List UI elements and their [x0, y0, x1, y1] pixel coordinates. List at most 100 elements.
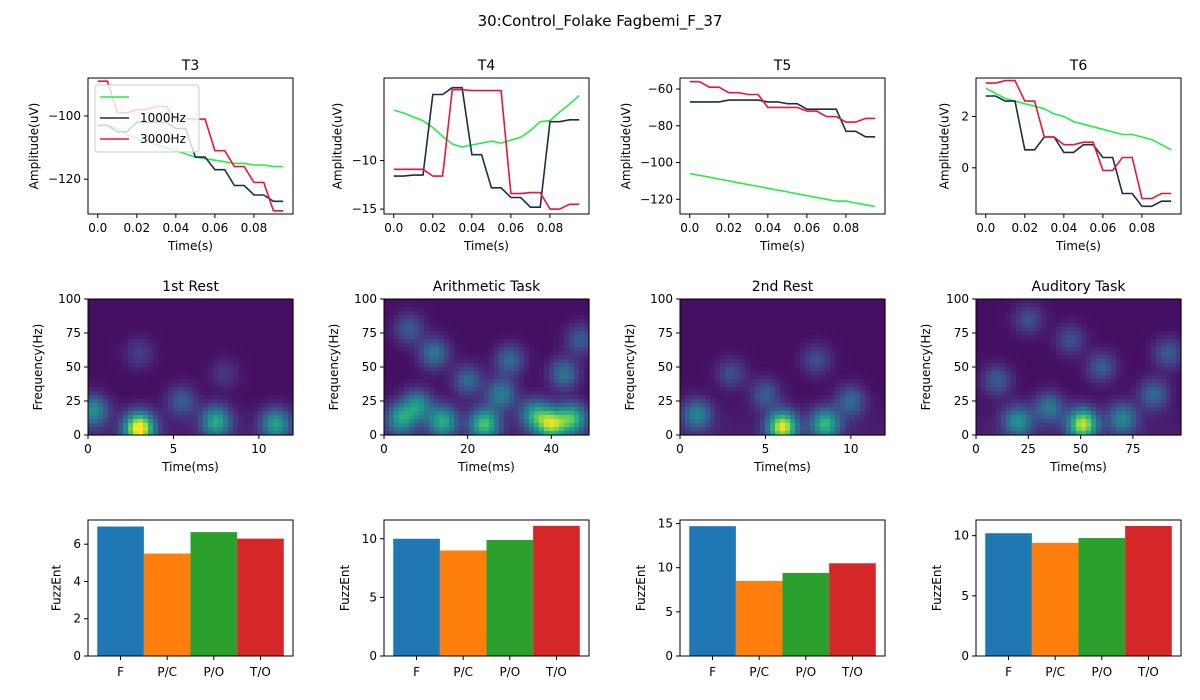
heatmap-cell [148, 331, 154, 336]
heatmap-cell [158, 303, 164, 308]
heatmap-cell [805, 403, 811, 408]
heatmap-cell [384, 319, 390, 324]
heatmap-cell [509, 323, 515, 328]
heatmap-cell [394, 383, 400, 388]
heatmap-cell [730, 371, 736, 376]
heatmap-cell [705, 399, 711, 404]
heatmap-cell [258, 351, 264, 356]
heatmap-cell [118, 407, 124, 412]
heatmap-cell [464, 383, 470, 388]
heatmap-cell [750, 303, 756, 308]
heatmap-cell [860, 319, 866, 324]
heatmap-cell [549, 403, 555, 408]
heatmap-cell [173, 311, 179, 316]
heatmap-cell [534, 395, 540, 400]
heatmap-cell [1071, 335, 1077, 340]
heatmap-cell [800, 319, 806, 324]
heatmap-cell [1066, 307, 1072, 312]
heatmap-cell [208, 315, 214, 320]
heatmap-cell [1076, 335, 1082, 340]
heatmap-cell [178, 363, 184, 368]
heatmap-cell [780, 347, 786, 352]
heatmap-cell [103, 423, 109, 428]
heatmap-cell [1016, 343, 1022, 348]
heatmap-cell [1126, 347, 1132, 352]
heatmap-cell [509, 379, 515, 384]
heatmap-cell [273, 415, 279, 420]
heatmap-cell [1176, 327, 1182, 332]
heatmap-cell [128, 371, 134, 376]
heatmap-cell [1116, 299, 1122, 304]
heatmap-cell [1011, 339, 1017, 344]
heatmap-cell [424, 423, 430, 428]
heatmap-cell [524, 311, 530, 316]
heatmap-cell [499, 299, 505, 304]
heatmap-cell [584, 367, 590, 372]
heatmap-cell [785, 395, 791, 400]
heatmap-cell [1086, 311, 1092, 316]
heatmap-cell [1141, 335, 1147, 340]
heatmap-cell [178, 351, 184, 356]
heatmap-cell [449, 347, 455, 352]
heatmap-cell [188, 339, 194, 344]
heatmap-cell [695, 347, 701, 352]
heatmap-cell [158, 419, 164, 424]
heatmap-cell [278, 419, 284, 424]
heatmap-cell [760, 399, 766, 404]
heatmap-cell [815, 327, 821, 332]
heatmap-cell [539, 411, 545, 416]
heatmap-cell [730, 359, 736, 364]
heatmap-cell [564, 407, 570, 412]
heatmap-cell [685, 355, 691, 360]
heatmap-cell [1096, 303, 1102, 308]
heatmap-cell [835, 371, 841, 376]
heatmap-cell [158, 327, 164, 332]
heatmap-cell [213, 335, 219, 340]
heatmap-cell [775, 395, 781, 400]
heatmap-cell [248, 331, 254, 336]
heatmap-cell [238, 407, 244, 412]
heatmap-cell [203, 383, 209, 388]
heatmap-cell [690, 371, 696, 376]
heatmap-cell [554, 331, 560, 336]
heatmap-cell [173, 383, 179, 388]
heatmap-cell [93, 319, 99, 324]
heatmap-cell [253, 323, 259, 328]
heatmap-cell [755, 359, 761, 364]
heatmap-cell [273, 307, 279, 312]
heatmap-cell [474, 315, 480, 320]
heatmap-cell [1136, 311, 1142, 316]
heatmap-cell [1146, 311, 1152, 316]
heatmap-cell [770, 431, 776, 436]
heatmap-cell [273, 407, 279, 412]
heatmap-cell [188, 303, 194, 308]
heatmap-cell [845, 331, 851, 336]
heatmap-cell [268, 423, 274, 428]
heatmap-cell [1071, 343, 1077, 348]
heatmap-cell [479, 351, 485, 356]
heatmap-cell [253, 399, 259, 404]
heatmap-cell [198, 371, 204, 376]
heatmap-cell [153, 399, 159, 404]
heatmap-cell [1036, 323, 1042, 328]
heatmap-cell [785, 351, 791, 356]
heatmap-cell [785, 359, 791, 364]
heatmap-cell [108, 415, 114, 420]
x-tick-label-3-1: 0.02 [1011, 221, 1038, 235]
heatmap-cell [449, 323, 455, 328]
heatmap-cell [93, 395, 99, 400]
heatmap-cell [389, 299, 395, 304]
heatmap-cell [248, 411, 254, 416]
heatmap-cell [554, 407, 560, 412]
heatmap-cell [845, 403, 851, 408]
heatmap-cell [735, 391, 741, 396]
heatmap-cell [268, 343, 274, 348]
heatmap-cell [805, 359, 811, 364]
heatmap-cell [228, 363, 234, 368]
heatmap-cell [519, 415, 525, 420]
heatmap-cell [705, 307, 711, 312]
heatmap-cell [830, 383, 836, 388]
heatmap-cell [98, 303, 104, 308]
heatmap-cell [1101, 347, 1107, 352]
heatmap-cell [1171, 327, 1177, 332]
